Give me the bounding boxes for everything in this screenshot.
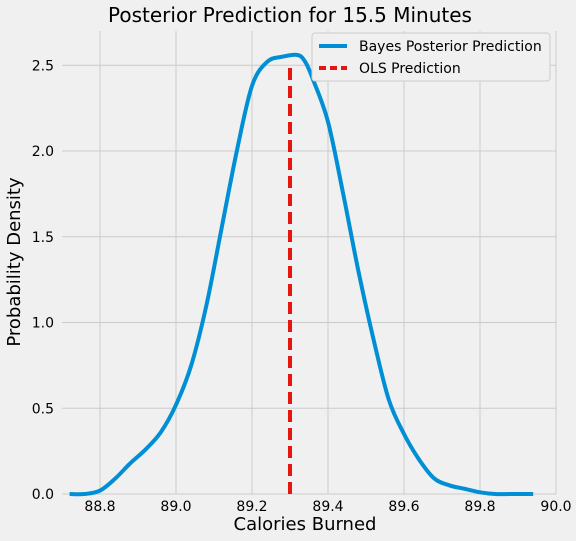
x-tick-label: 89.6: [388, 499, 419, 515]
x-tick-label: 89.8: [464, 499, 495, 515]
tick-labels: 88.8 89.0 89.2 89.4 89.6 89.8 90.0 0.0 0.5 1.0 1.5…: [32, 58, 572, 515]
legend-label-ols: OLS Prediction: [359, 61, 461, 77]
x-tick-label: 88.8: [84, 499, 115, 515]
legend: Bayes Posterior Prediction OLS Predictio…: [311, 32, 551, 82]
x-tick-label: 89.0: [160, 499, 191, 515]
y-tick-label: 1.0: [32, 316, 54, 332]
y-tick-label: 2.5: [32, 58, 54, 74]
x-tick-label: 89.2: [236, 499, 267, 515]
x-tick-label: 89.4: [312, 499, 343, 515]
y-tick-label: 2.0: [32, 144, 54, 160]
y-axis-label: Probability Density: [4, 177, 25, 347]
x-tick-label: 90.0: [540, 499, 571, 515]
y-tick-label: 1.5: [32, 230, 54, 246]
x-axis-label: Calories Burned: [234, 514, 377, 535]
series-group: [69, 52, 534, 497]
legend-label-bayes: Bayes Posterior Prediction: [359, 39, 542, 55]
grid: [62, 31, 557, 495]
y-tick-label: 0.5: [32, 401, 54, 417]
plot-area: [62, 31, 556, 494]
chart-title: Posterior Prediction for 15.5 Minutes: [108, 3, 472, 27]
y-tick-label: 0.0: [32, 487, 54, 503]
bayes-posterior-line: [69, 52, 534, 497]
legend-box: [311, 32, 551, 82]
